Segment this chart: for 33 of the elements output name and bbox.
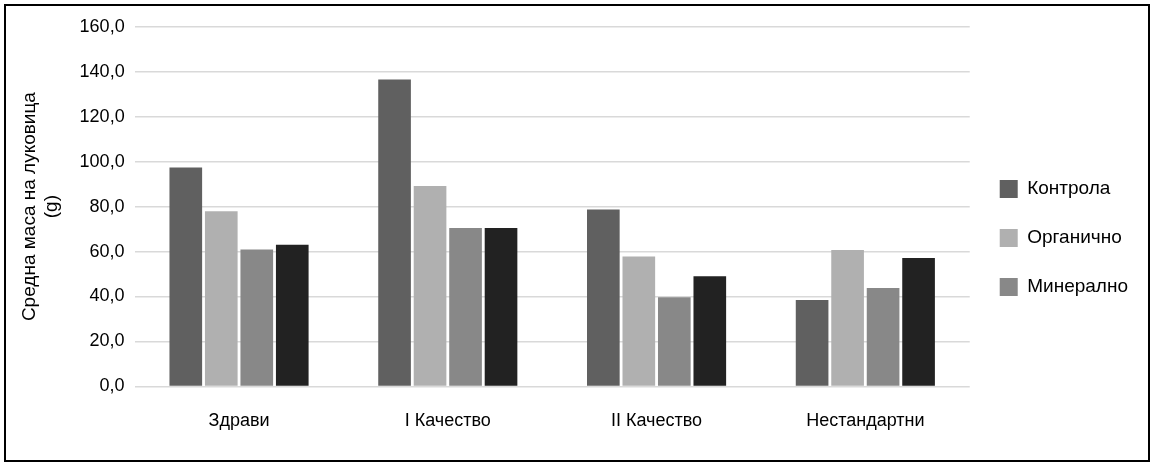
y-tick-label: 60,0 bbox=[89, 240, 125, 261]
y-tick-label: 160,0 bbox=[79, 15, 125, 36]
y-tick-label: 40,0 bbox=[89, 285, 125, 306]
bar bbox=[902, 258, 935, 386]
y-tick-label: 20,0 bbox=[89, 330, 125, 351]
y-axis-title: Средна маса на луковица (g) bbox=[17, 91, 62, 322]
bar bbox=[378, 79, 411, 386]
x-tick-label: I Качество bbox=[404, 410, 491, 431]
bar bbox=[275, 244, 309, 386]
y-tick-label: 120,0 bbox=[79, 105, 125, 126]
bar bbox=[866, 287, 900, 386]
bar bbox=[484, 227, 518, 386]
bar bbox=[413, 185, 447, 386]
legend-label: Органично bbox=[1027, 226, 1122, 248]
bar bbox=[693, 276, 727, 386]
bar bbox=[831, 249, 864, 386]
y-tick-label: 0,0 bbox=[99, 375, 125, 396]
legend-label: Контрола bbox=[1027, 177, 1111, 199]
bar bbox=[795, 300, 829, 386]
bar bbox=[657, 297, 691, 386]
bar bbox=[449, 227, 482, 386]
bar bbox=[587, 209, 620, 386]
x-tick-label: Нестандартни bbox=[806, 410, 925, 431]
y-tick-label: 80,0 bbox=[89, 195, 125, 216]
x-tick-label: II Качество bbox=[611, 410, 703, 431]
x-tick-label: Здрави bbox=[208, 410, 270, 431]
y-tick-label: 140,0 bbox=[79, 60, 125, 81]
bar bbox=[622, 256, 656, 386]
bar bbox=[240, 249, 274, 386]
y-tick-label: 100,0 bbox=[79, 150, 125, 171]
bar bbox=[169, 167, 203, 386]
bar bbox=[204, 211, 238, 386]
legend-label: Минерално bbox=[1027, 275, 1128, 297]
